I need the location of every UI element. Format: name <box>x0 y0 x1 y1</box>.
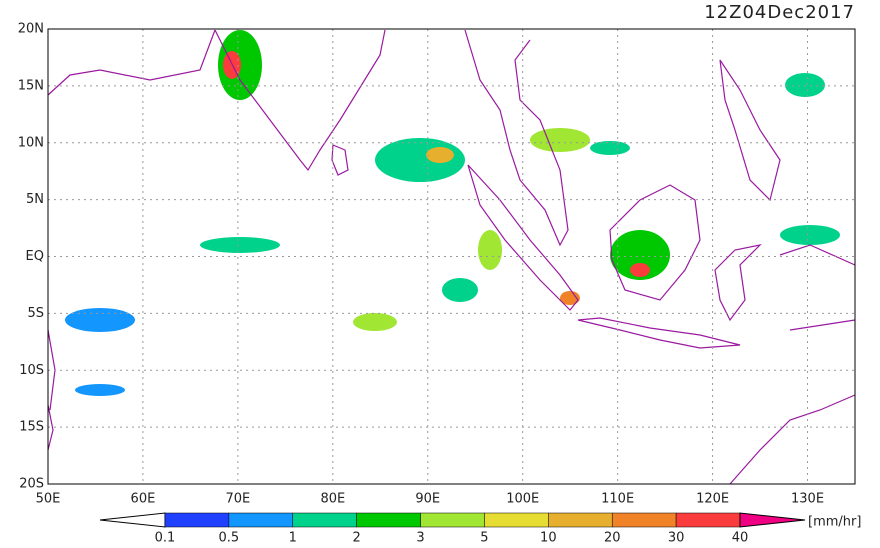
lat-label: 10S <box>19 363 44 378</box>
colorbar-label: 20 <box>604 531 621 545</box>
coastline <box>779 244 856 331</box>
map-title: 12Z04Dec2017 <box>704 2 855 23</box>
coastline <box>467 164 579 311</box>
colorbar-box <box>611 512 677 528</box>
lat-label: 20N <box>18 22 44 37</box>
coastline <box>609 184 701 301</box>
coastline <box>714 244 762 322</box>
lon-label: 130E <box>791 492 824 507</box>
rain-area <box>590 141 630 155</box>
colorbar-label: 30 <box>668 531 685 545</box>
colorbar-box <box>675 512 741 528</box>
colorbar-box <box>484 512 549 528</box>
rain-layer <box>65 30 840 396</box>
colorbar-label: 0.5 <box>219 531 240 545</box>
colorbar-box <box>420 512 485 528</box>
coastline <box>464 29 569 247</box>
coastline <box>577 317 741 349</box>
lon-label: 60E <box>131 492 156 507</box>
colorbar-label: 3 <box>416 531 424 545</box>
lon-label: 80E <box>320 492 345 507</box>
rain-area <box>610 230 670 280</box>
colorbar-box <box>548 512 613 528</box>
rain-area <box>530 128 590 152</box>
coastline <box>331 144 349 176</box>
rain-area <box>630 263 650 277</box>
coastline <box>719 59 781 202</box>
lon-label: 120E <box>696 492 729 507</box>
rain-area <box>785 73 825 97</box>
rain-area <box>353 313 397 331</box>
lat-label: 20S <box>19 477 44 492</box>
lon-label: 70E <box>225 492 250 507</box>
colorbar-label: 10 <box>540 531 557 545</box>
colorbar-label: 1 <box>289 531 297 545</box>
lat-label: 5S <box>27 306 44 321</box>
lat-label: EQ <box>26 249 44 264</box>
lon-label: 110E <box>601 492 634 507</box>
rain-area <box>426 147 454 163</box>
lat-label: 15S <box>19 420 44 435</box>
rain-area <box>442 278 478 302</box>
rain-area <box>75 384 125 396</box>
rain-area <box>560 291 580 305</box>
rain-area <box>375 138 465 182</box>
coastline <box>47 29 386 172</box>
colorbar-unit: [mm/hr] <box>808 515 861 530</box>
lon-label: 50E <box>36 492 61 507</box>
coastline <box>47 329 56 451</box>
colorbar-box <box>164 512 230 528</box>
rain-area <box>200 237 280 253</box>
coastline <box>729 394 856 485</box>
rain-area <box>780 225 840 245</box>
colorbar-box <box>228 512 294 528</box>
colorbar-label: 0.1 <box>155 531 176 545</box>
lon-label: 100E <box>506 492 539 507</box>
lat-label: 5N <box>26 192 44 207</box>
colorbar-label: 40 <box>732 531 749 545</box>
colorbar-over <box>739 512 806 528</box>
rain-area <box>478 230 502 270</box>
lat-label: 10N <box>18 135 44 150</box>
colorbar-box <box>292 512 357 528</box>
lon-label: 90E <box>415 492 440 507</box>
rain-area <box>65 308 135 332</box>
colorbar-label: 5 <box>480 531 488 545</box>
lat-label: 15N <box>18 78 44 93</box>
colorbar-label: 2 <box>353 531 361 545</box>
map-frame <box>47 28 856 485</box>
colorbar-under <box>99 512 166 528</box>
colorbar-box <box>356 512 421 528</box>
